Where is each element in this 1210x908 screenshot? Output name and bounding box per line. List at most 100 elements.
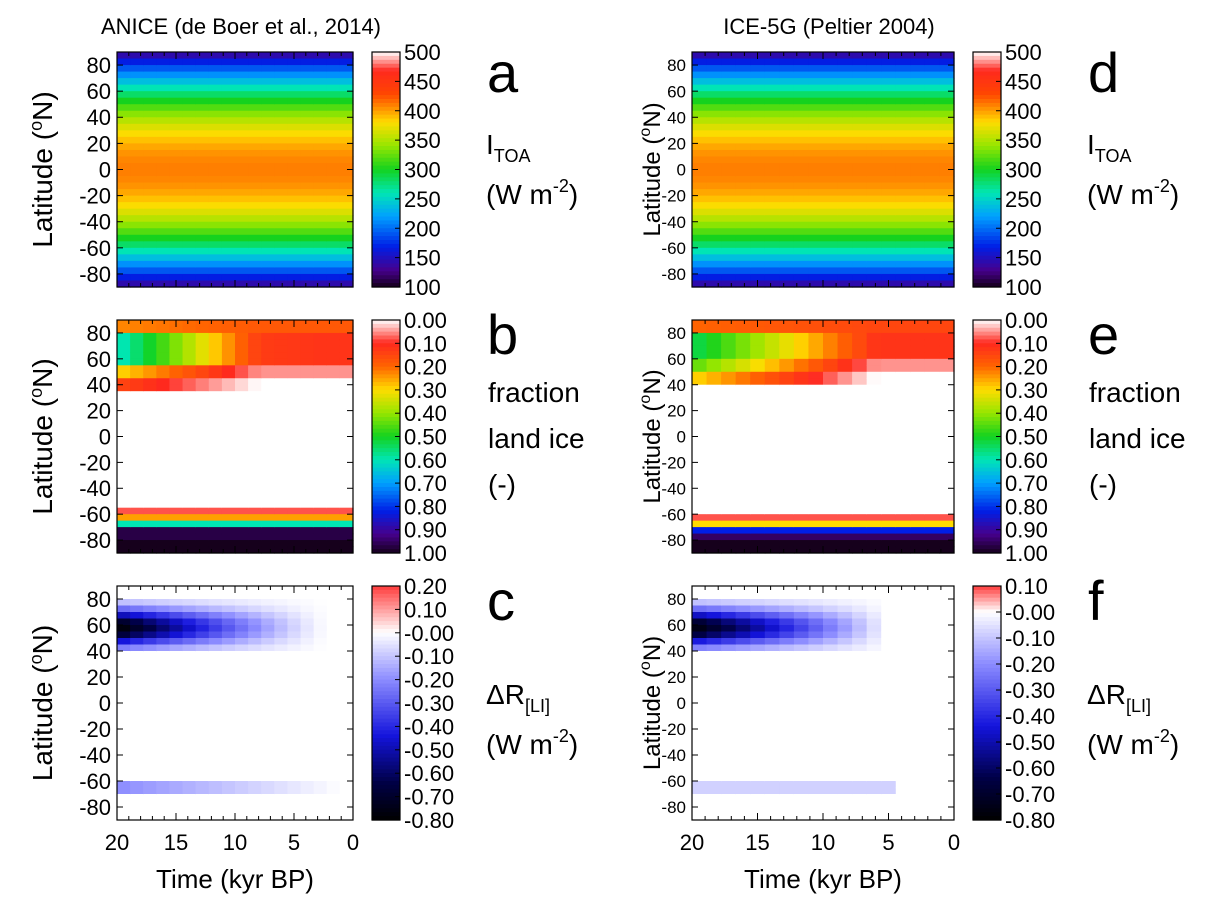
heatmap-cell (261, 742, 275, 750)
heatmap-cell (261, 423, 275, 431)
colorbar-step (973, 549, 1001, 554)
heatmap-cell (235, 176, 249, 184)
heatmap-cell (261, 631, 275, 639)
heatmap-cell (750, 612, 766, 620)
heatmap-cell (248, 813, 262, 821)
heatmap-cell (339, 345, 354, 353)
heatmap-cell (852, 228, 868, 236)
heatmap-cell (779, 326, 795, 334)
heatmap-cell (779, 182, 795, 190)
heatmap-cell (156, 97, 171, 105)
heatmap-cell (721, 586, 737, 594)
heatmap-cell (692, 169, 708, 177)
heatmap-cell (117, 774, 131, 782)
colorbar-step (973, 224, 1001, 229)
colorbar-step (372, 409, 400, 414)
heatmap-cell (182, 520, 197, 528)
heatmap-cell (808, 358, 824, 366)
heatmap-cell (300, 71, 315, 79)
heatmap-cell (208, 612, 223, 620)
heatmap-cell (895, 813, 911, 821)
heatmap-cell (779, 449, 795, 457)
heatmap-cell (924, 664, 941, 672)
heatmap-cell (143, 683, 157, 691)
heatmap-cell (235, 345, 249, 353)
heatmap-cell (261, 84, 275, 92)
heatmap-cell (182, 774, 197, 782)
heatmap-cell (287, 254, 302, 262)
heatmap-cell (939, 716, 955, 724)
heatmap-cell (793, 228, 810, 236)
heatmap-cell (852, 195, 868, 203)
colorbar-step (372, 169, 400, 175)
colorbar-step (372, 378, 400, 383)
heatmap-cell (793, 761, 810, 769)
heatmap-cell (169, 462, 184, 470)
heatmap-cell (939, 800, 955, 808)
heatmap-cell (130, 326, 144, 334)
colorbar-step (973, 386, 1001, 391)
colorbar-step (372, 366, 400, 372)
heatmap-cell (274, 136, 289, 144)
heatmap-cell (866, 787, 882, 795)
colorbar-step (372, 224, 400, 229)
heatmap-cell (939, 592, 955, 600)
x-tick-label: 10 (223, 830, 247, 855)
heatmap-cell (117, 182, 131, 190)
heatmap-cell (274, 162, 289, 171)
colorbar-step (372, 541, 400, 546)
heatmap-cell (235, 709, 249, 717)
heatmap-cell (721, 794, 737, 802)
heatmap-cell (287, 182, 302, 190)
heatmap-cell (910, 755, 926, 763)
heatmap-cell (793, 638, 810, 646)
heatmap-cell (261, 130, 275, 138)
heatmap-cell (910, 176, 926, 184)
heatmap-cell (156, 358, 171, 366)
heatmap-cell (750, 84, 766, 92)
heatmap-cell (248, 442, 262, 451)
heatmap-cell (866, 774, 882, 782)
heatmap-cell (208, 468, 223, 476)
colorbar-step (372, 283, 400, 288)
heatmap-cell (300, 638, 315, 646)
heatmap-cell (764, 722, 780, 730)
side-label-base: ΔR (486, 679, 525, 710)
heatmap-cell (779, 123, 795, 131)
heatmap-cell (721, 507, 737, 515)
heatmap-cell (156, 234, 171, 242)
heatmap-cell (808, 371, 824, 379)
heatmap-cell (339, 143, 354, 151)
heatmap-cell (339, 358, 354, 366)
heatmap-cell (195, 417, 210, 425)
heatmap-cell (339, 774, 354, 782)
heatmap-cell (248, 143, 262, 151)
heatmap-cell (221, 605, 236, 613)
heatmap-cell (808, 709, 824, 717)
heatmap-cell (852, 339, 868, 347)
heatmap-cell (287, 71, 302, 79)
heatmap-cell (248, 280, 262, 288)
heatmap-cell (169, 247, 184, 255)
heatmap-cell (300, 807, 315, 815)
heatmap-cell (706, 130, 722, 138)
heatmap-cell (261, 507, 275, 515)
heatmap-cell (735, 455, 751, 463)
heatmap-cell (208, 136, 223, 144)
heatmap-cell (339, 247, 354, 255)
heatmap-cell (274, 202, 289, 210)
heatmap-cell (895, 696, 911, 704)
heatmap-cell (182, 800, 197, 808)
heatmap-cell (910, 195, 926, 203)
heatmap-cell (313, 631, 328, 639)
heatmap-cell (261, 143, 275, 151)
side-label-units-sup: -2 (553, 176, 569, 196)
heatmap-cell (274, 670, 289, 678)
heatmap-cell (692, 254, 708, 262)
heatmap-cell (235, 221, 249, 229)
heatmap-cell (326, 670, 341, 678)
heatmap-cell (735, 391, 751, 399)
heatmap-cell (764, 156, 780, 164)
colorbar-step (372, 75, 400, 81)
